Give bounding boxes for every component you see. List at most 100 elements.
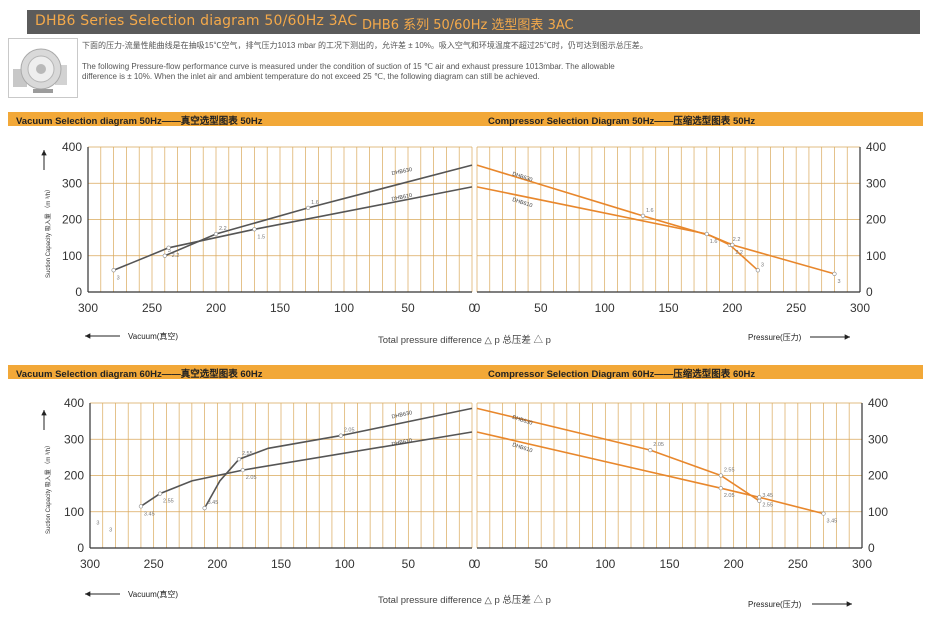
panel-title-vacuum-50hz: Vacuum Selection diagram 50Hz——真空选型图表 50… <box>16 116 263 127</box>
data-point-label: 3 <box>837 279 840 285</box>
data-point-label: 3.45 <box>208 500 219 506</box>
series-name-label: DHB630 <box>391 410 413 420</box>
data-point-label: 2.2 <box>172 253 180 259</box>
title-chinese: DHB6 系列 50/60Hz 选型图表 3AC <box>362 18 574 33</box>
panel-title-compressor-60hz: Compressor Selection Diagram 60Hz——压缩选型图… <box>488 369 756 380</box>
y-tick-label: 300 <box>64 432 84 446</box>
x-tick-label: 200 <box>724 557 744 571</box>
total-pressure-label-50hz: Total pressure difference △ p 总压差 △ p <box>378 335 551 346</box>
data-point <box>757 498 762 503</box>
data-point-label: 3.45 <box>762 493 773 499</box>
data-point-label: 2.05 <box>653 442 664 448</box>
data-point-label: 3.45 <box>144 511 155 517</box>
blower-icon <box>13 48 67 93</box>
data-point <box>704 231 709 237</box>
x-tick-label: 200 <box>207 557 227 571</box>
series-line-DHB610 <box>113 186 473 272</box>
series-name-label: DHB630 <box>391 167 413 177</box>
data-point <box>648 448 653 453</box>
y-tick-label: 300 <box>868 432 888 446</box>
data-point-label: 2.2 <box>735 250 743 256</box>
y-tick-label: 200 <box>866 213 886 227</box>
series-line-DHB630 <box>164 164 473 257</box>
data-point-label: 1.6 <box>311 200 319 206</box>
blower-image <box>8 38 78 98</box>
y-tick-label: 0 <box>77 541 84 555</box>
y-tick-label: 400 <box>868 396 888 410</box>
y-tick-label: 0 <box>75 285 82 299</box>
data-point-label: 3.45 <box>827 519 838 525</box>
x-tick-label: 250 <box>144 557 164 571</box>
data-point <box>755 268 760 273</box>
vacuum-arrow-60hz-head <box>85 591 91 597</box>
y-tick-label: 200 <box>868 469 888 483</box>
y-tick-label: 100 <box>62 249 82 263</box>
y-tick-label: 300 <box>62 176 82 190</box>
y-tick-label: 100 <box>868 505 888 519</box>
y-tick-label: 400 <box>64 396 84 410</box>
series-line-DHB610 <box>476 186 835 275</box>
data-point-label: 3 <box>168 248 171 254</box>
series-line-DHB610 <box>140 431 473 507</box>
x-tick-label: 50 <box>534 557 548 571</box>
note-english-2: difference is ± 10%. When the inlet air … <box>82 72 540 81</box>
y-tick-label: 400 <box>866 140 886 154</box>
data-point <box>821 511 826 516</box>
data-point <box>718 473 723 478</box>
x-tick-label: 100 <box>595 301 615 315</box>
data-point-label: 1.6 <box>710 239 718 245</box>
x-tick-label: 150 <box>270 301 290 315</box>
section-band-60hz: Vacuum Selection diagram 60Hz——真空选型图表 60… <box>8 365 923 380</box>
data-point <box>757 495 762 500</box>
data-point <box>202 506 207 511</box>
series-name-label: DHB610 <box>511 197 533 209</box>
x-tick-label: 250 <box>786 301 806 315</box>
data-point <box>236 457 242 462</box>
x-tick-label: 300 <box>852 557 872 571</box>
y-tick-label: 300 <box>866 176 886 190</box>
vacuum-label-50hz: Vacuum(真空) <box>128 332 179 341</box>
y-arrow-60hz-head <box>41 410 47 416</box>
title-english: DHB6 Series Selection diagram 50/60Hz 3A… <box>35 13 358 29</box>
y-arrow-50hz-head <box>41 150 47 156</box>
chart-panel-1: 0 100 200 300 400 0 50 100 150 200 250 300 1.6 2.2 3 DH… <box>474 140 887 315</box>
series-line-DHB630 <box>476 407 760 502</box>
data-point-label: 2.05 <box>724 493 735 499</box>
x-tick-label: 300 <box>80 557 100 571</box>
series-name-label: DHB610 <box>391 193 413 203</box>
x-tick-label: 250 <box>142 301 162 315</box>
vacuum-label-60hz: Vacuum(真空) <box>128 590 179 599</box>
data-point <box>338 433 343 438</box>
x-tick-label: 200 <box>206 301 226 315</box>
data-point-label: 2.05 <box>246 475 257 481</box>
y-tick-label: 200 <box>62 213 82 227</box>
x-tick-label: 50 <box>402 557 416 571</box>
x-tick-label: 0 <box>474 301 481 315</box>
x-tick-label: 150 <box>659 557 679 571</box>
x-tick-label: 250 <box>788 557 808 571</box>
chart-annotation: 3 <box>109 528 112 534</box>
x-tick-label: 100 <box>595 557 615 571</box>
x-tick-label: 200 <box>722 301 742 315</box>
section-band-50hz: Vacuum Selection diagram 50Hz——真空选型图表 50… <box>8 112 923 127</box>
x-tick-label: 0 <box>474 557 481 571</box>
data-point-label: 2.55 <box>762 502 773 508</box>
data-point-label: 2.05 <box>344 428 355 434</box>
data-point <box>640 213 646 218</box>
data-point-label: 2.55 <box>242 451 253 457</box>
x-tick-label: 150 <box>658 301 678 315</box>
note-english-1: The following Pressure-flow performance … <box>82 62 615 71</box>
y-tick-label: 400 <box>62 140 82 154</box>
note-chinese: 下面的压力-流量性能曲线是在抽吸15℃空气，排气压力1013 mbar 的工况下… <box>82 41 648 50</box>
chart-panel-3: 0 100 200 300 400 0 50 100 150 200 250 300 2.05 2.55 3… <box>474 396 889 571</box>
panel-title-compressor-50hz: Compressor Selection Diagram 50Hz——压缩选型图… <box>488 116 756 127</box>
data-point <box>213 231 219 237</box>
data-point <box>138 504 144 509</box>
data-point <box>157 491 163 496</box>
pressure-arrow-60hz-head <box>846 601 852 607</box>
series-name-label: DHB630 <box>511 415 533 427</box>
x-tick-label: 0 <box>469 557 476 571</box>
x-tick-label: 0 <box>469 301 476 315</box>
